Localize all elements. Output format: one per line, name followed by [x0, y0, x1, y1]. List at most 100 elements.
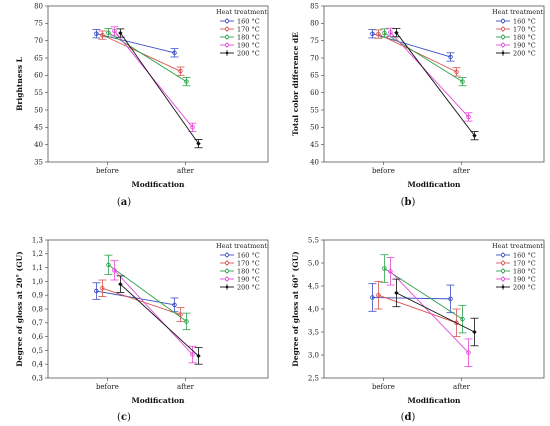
- series-5: [392, 278, 479, 347]
- series-line: [372, 297, 451, 300]
- legend-entry-label: 190 °C: [237, 275, 260, 283]
- chart-panel-d: 2,5 3,0 3,5 4,0 4,5 5,0 5,5 before after Modifica…: [291, 236, 545, 423]
- y-axis-label: Brightness L: [15, 56, 24, 111]
- series-2: [374, 280, 461, 338]
- series-2: [98, 279, 185, 322]
- data-point: [472, 329, 477, 335]
- x-axis-label: Modification: [131, 180, 185, 189]
- legend-marker: [225, 51, 229, 55]
- data-point: [448, 296, 453, 302]
- y-tick-label: 80: [34, 2, 43, 10]
- data-point: [472, 133, 477, 138]
- plot-frame: [47, 239, 269, 379]
- x-tick-label: after: [177, 383, 195, 391]
- data-point: [460, 79, 465, 84]
- y-axis-label: Degree of gloss at 20° (GU): [15, 251, 24, 366]
- x-tick-label: before: [96, 383, 119, 391]
- data-point: [178, 312, 183, 317]
- chart-panel-b: 40 45 50 55 60 65 70 75 80 85 before after Modificat…: [291, 2, 545, 208]
- data-point: [94, 288, 99, 294]
- data-point: [172, 50, 177, 56]
- legend-marker: [500, 35, 505, 40]
- legend-entry-label: 180 °C: [237, 267, 260, 275]
- y-tick-label: 75: [310, 37, 319, 45]
- series-line: [378, 294, 457, 324]
- data-point: [382, 266, 387, 271]
- legend-marker: [500, 276, 505, 281]
- series-line: [108, 32, 187, 82]
- y-tick-label: 1,0: [32, 278, 43, 286]
- legend-marker: [224, 260, 229, 265]
- y-tick-label: 40: [34, 141, 43, 149]
- y-tick-label: 65: [34, 54, 43, 62]
- y-axis-label: Total color difference dE: [291, 32, 300, 136]
- series-4: [386, 27, 473, 122]
- data-point: [370, 295, 375, 300]
- series-line: [390, 32, 469, 118]
- y-tick-label: 60: [310, 89, 319, 97]
- data-point: [112, 28, 117, 34]
- series-4: [110, 260, 197, 364]
- data-point: [376, 31, 381, 37]
- plot-frame: [323, 239, 545, 379]
- data-point: [184, 79, 189, 84]
- x-tick-label: after: [453, 167, 471, 175]
- data-point: [370, 31, 375, 36]
- data-point: [454, 320, 459, 326]
- y-tick-label: 5,5: [308, 236, 319, 244]
- series-5: [116, 28, 203, 149]
- data-point: [196, 353, 201, 359]
- x-axis-label: Modification: [407, 396, 461, 405]
- legend-marker: [501, 51, 505, 55]
- data-point: [382, 30, 387, 36]
- panel-caption: (a): [117, 197, 131, 208]
- y-tick-label: 0,8: [32, 305, 43, 313]
- data-point: [196, 141, 201, 146]
- series-3: [104, 28, 191, 87]
- y-tick-label: 75: [34, 20, 43, 28]
- y-tick-label: 0,4: [32, 361, 44, 369]
- y-tick-label: 0,6: [32, 333, 44, 341]
- series-1: [92, 282, 179, 313]
- y-tick-label: 70: [34, 37, 43, 45]
- y-tick-label: 5,0: [308, 259, 319, 267]
- x-axis-label: Modification: [131, 396, 185, 405]
- y-tick-label: 85: [310, 2, 319, 10]
- y-tick-label: 45: [34, 124, 43, 132]
- data-point: [454, 69, 459, 75]
- y-tick-label: 70: [310, 54, 319, 62]
- series-5: [392, 28, 479, 141]
- y-tick-label: 55: [34, 89, 43, 97]
- y-axis-label: Degree of gloss at 60° (GU): [291, 251, 300, 366]
- legend-marker: [224, 276, 229, 281]
- data-point: [184, 319, 189, 324]
- legend-marker: [224, 43, 229, 48]
- data-point: [178, 68, 183, 74]
- chart-panel-c: 0,3 0,4 0,5 0,6 0,7 0,8 0,9 1,0 1,1 1,2 1,3 before a…: [15, 236, 269, 423]
- legend-entry-label: 160 °C: [513, 251, 536, 259]
- legend-marker: [500, 43, 505, 48]
- y-tick-label: 4,5: [308, 282, 319, 290]
- legend-title: Heat treatment:: [216, 8, 269, 16]
- chart-panel-a: 35 40 45 50 55 60 65 70 75 80 before after Modificat…: [15, 2, 269, 208]
- y-tick-label: 50: [34, 106, 43, 114]
- legend-marker: [500, 252, 505, 257]
- legend-entry-label: 190 °C: [237, 41, 260, 49]
- data-point: [100, 32, 105, 38]
- panel-caption: (c): [117, 412, 131, 423]
- legend-marker: [501, 285, 505, 289]
- x-tick-label: after: [453, 383, 471, 391]
- legend-entry-label: 200 °C: [237, 283, 260, 291]
- legend-title: Heat treatment:: [216, 242, 269, 250]
- x-tick-label: before: [96, 167, 119, 175]
- legend-marker: [224, 26, 229, 31]
- plot-frame: [323, 5, 545, 163]
- legend-entry-label: 190 °C: [513, 41, 536, 49]
- data-point: [448, 54, 453, 60]
- legend-entry-label: 180 °C: [513, 267, 536, 275]
- legend-entry-label: 170 °C: [513, 25, 536, 33]
- y-tick-label: 50: [310, 124, 319, 132]
- y-tick-label: 40: [310, 158, 319, 166]
